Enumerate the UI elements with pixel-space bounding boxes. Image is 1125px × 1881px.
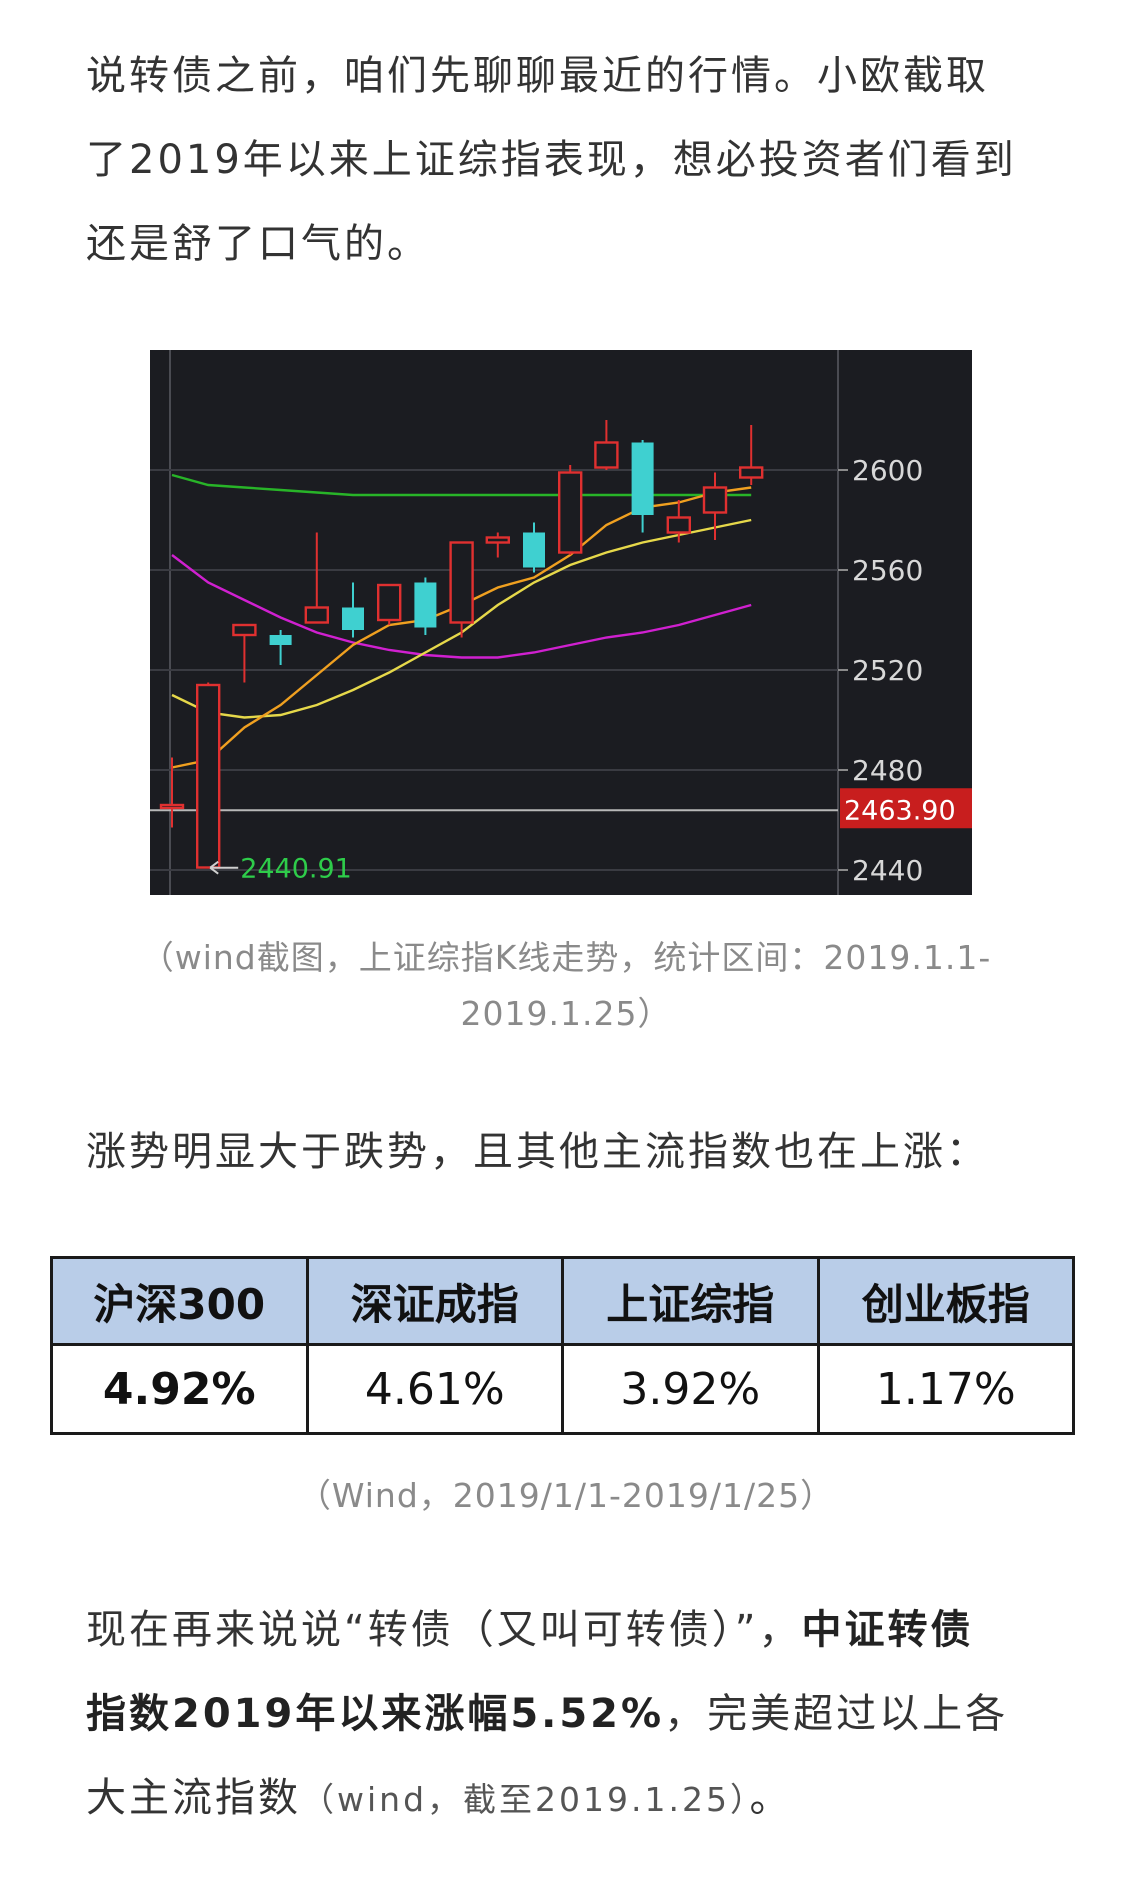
outro-l3-end: 。 <box>749 1775 793 1821</box>
current-price-tag <box>840 788 972 829</box>
chart-caption-line-2: 2019.1.25） <box>460 994 672 1033</box>
candle-body-down <box>523 532 545 568</box>
candle-body-up <box>739 466 764 479</box>
candle-body-up <box>304 606 330 624</box>
table-caption: （Wind，2019/1/1-2019/1/25） <box>86 1468 1046 1524</box>
candle-body-up <box>449 541 474 624</box>
candle-body-up <box>702 486 728 514</box>
chart-caption-line-1: （wind截图，上证综指K线走势，统计区间：2019.1.1- <box>140 938 992 977</box>
chart-caption: （wind截图，上证综指K线走势，统计区间：2019.1.1- 2019.1.2… <box>86 930 1046 1042</box>
y-tick-label: 2520 <box>852 654 923 687</box>
candle-body-up <box>485 536 510 544</box>
current-price-label: 2463.90 <box>844 795 956 826</box>
intro-paragraph: 说转债之前，咱们先聊聊最近的行情。小欧截取 了2019年以来上证综指表现，想必投… <box>86 34 1046 286</box>
low-marker-label: 2440.91 <box>240 854 352 885</box>
table-cell: 4.61% <box>305 1343 564 1435</box>
table-cell: 3.92% <box>561 1343 820 1435</box>
ma-green-line <box>171 473 752 497</box>
table-caption-text: （Wind，2019/1/1-2019/1/25） <box>297 1476 835 1515</box>
ma-magenta-line <box>171 554 752 659</box>
outro-paragraph: 现在再来说说“转债（又叫可转债）”，中证转债 指数2019年以来涨幅5.52%，… <box>86 1588 1046 1842</box>
index-kline-chart: 2440 2480 2520 2560 2600 2463.90 2440.91 <box>150 350 972 895</box>
outro-l1-normal: 现在再来说说“转债（又叫可转债）”， <box>86 1607 802 1653</box>
y-tick-label: 2480 <box>852 754 923 787</box>
low-marker-arrowhead <box>209 860 219 875</box>
candle-body-up <box>232 623 257 637</box>
candle-body-down <box>414 582 437 628</box>
candle-body-down <box>342 607 364 630</box>
table-header-cell: 沪深300 <box>50 1256 309 1346</box>
table-header-cell: 上证综指 <box>561 1256 820 1346</box>
table-header-cell: 创业板指 <box>816 1256 1075 1346</box>
intro-line-3: 还是舒了口气的。 <box>86 221 430 267</box>
table-header-row: 沪深300 深证成指 上证综指 创业板指 <box>50 1256 1075 1346</box>
table-row: 4.92% 4.61% 3.92% 1.17% <box>50 1343 1075 1435</box>
outro-l2-normal: ，完美超过以上各 <box>664 1691 1009 1737</box>
candle-body-up <box>376 583 402 622</box>
y-tick-label: 2600 <box>852 454 923 487</box>
candle-body-up <box>196 683 221 869</box>
candle-body-down <box>269 635 292 645</box>
candle-body-up <box>666 516 691 534</box>
intro-line-1: 说转债之前，咱们先聊聊最近的行情。小欧截取 <box>86 53 989 99</box>
mid-paragraph: 涨势明显大于跌势，且其他主流指数也在上涨： <box>86 1110 1046 1194</box>
candle-body-up <box>159 803 185 810</box>
y-tick-label: 2440 <box>852 854 923 887</box>
index-return-table: 沪深300 深证成指 上证综指 创业板指 4.92% 4.61% 3.92% 1… <box>50 1256 1075 1435</box>
kline-svg: 2440 2480 2520 2560 2600 2463.90 2440.91 <box>150 350 972 895</box>
candle-body-down <box>631 442 654 515</box>
outro-l3-normal: 大主流指数 <box>86 1775 301 1821</box>
candle-body-up <box>594 441 619 469</box>
table-cell: 4.92% <box>50 1343 309 1435</box>
table-cell: 1.17% <box>816 1343 1075 1435</box>
intro-line-2: 了2019年以来上证综指表现，想必投资者们看到 <box>86 137 1017 183</box>
mid-text: 涨势明显大于跌势，且其他主流指数也在上涨： <box>86 1129 989 1175</box>
outro-l1-bold: 中证转债 <box>801 1607 974 1653</box>
candle-body-up <box>558 471 583 554</box>
outro-l2-bold: 指数2019年以来涨幅5.52% <box>86 1691 665 1737</box>
y-tick-label: 2560 <box>852 554 923 587</box>
outro-l3-source: （wind，截至2019.1.25） <box>301 1780 750 1819</box>
table-header-cell: 深证成指 <box>305 1256 564 1346</box>
